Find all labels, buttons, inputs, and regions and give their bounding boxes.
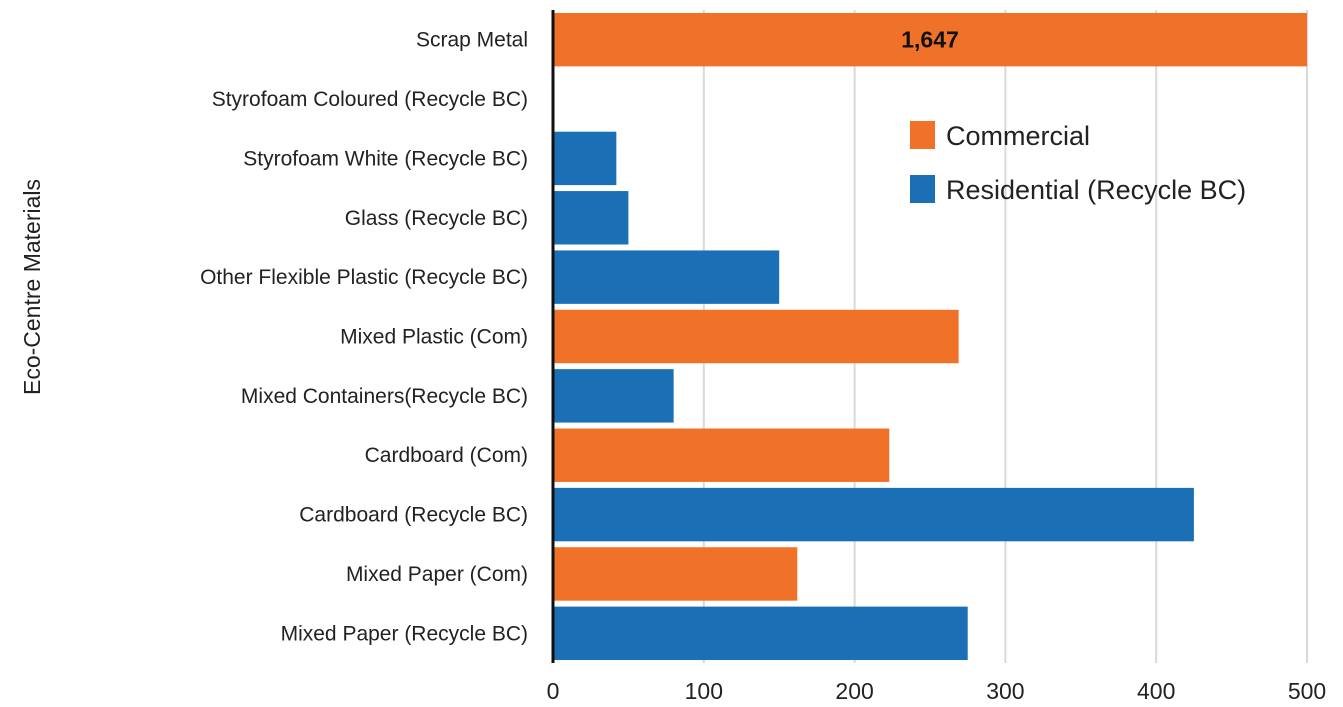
bar-8 [553,487,1194,542]
category-label-5: Mixed Plastic (Com) [340,326,528,349]
bar-5 [553,309,959,364]
category-label-8: Cardboard (Recycle BC) [299,504,528,527]
y-axis-title: Eco-Centre Materials [19,179,45,395]
bar-10 [553,606,968,661]
bar-0 [553,12,1307,67]
bar-4 [553,250,780,304]
category-label-7: Cardboard (Com) [365,444,528,467]
category-label-4: Other Flexible Plastic (Recycle BC) [200,266,528,289]
bar-7 [553,428,890,482]
x-tick-label-3: 300 [986,678,1024,704]
x-tick-label-2: 200 [835,678,873,704]
category-label-10: Mixed Paper (Recycle BC) [281,622,528,645]
category-label-2: Styrofoam White (Recycle BC) [243,147,528,170]
bars [553,12,1307,661]
x-tick-label-5: 500 [1288,678,1326,704]
bar-2 [553,131,617,186]
data-label-0: 1,647 [901,27,959,53]
data-labels: 1,647 [901,27,959,53]
bar-3 [553,191,629,245]
category-label-6: Mixed Containers(Recycle BC) [241,385,528,408]
x-tick-labels: 0 100 200 300 400 500 [547,678,1327,704]
category-label-9: Mixed Paper (Com) [346,563,528,586]
x-tick-label-0: 0 [547,678,560,704]
legend-label-0: Commercial [946,121,1090,151]
x-tick-label-1: 100 [685,678,723,704]
legend-swatch-0 [910,121,935,149]
category-label-1: Styrofoam Coloured (Recycle BC) [212,88,528,111]
x-tick-label-4: 400 [1137,678,1175,704]
legend: Commercial Residential (Recycle BC) [910,121,1246,205]
legend-label-1: Residential (Recycle BC) [946,175,1246,205]
bar-9 [553,547,798,601]
legend-swatch-1 [910,175,935,203]
bar-6 [553,369,674,423]
category-labels: Scrap Metal Styrofoam Coloured (Recycle B… [200,29,528,646]
category-label-3: Glass (Recycle BC) [345,207,528,230]
category-label-0: Scrap Metal [416,29,528,52]
